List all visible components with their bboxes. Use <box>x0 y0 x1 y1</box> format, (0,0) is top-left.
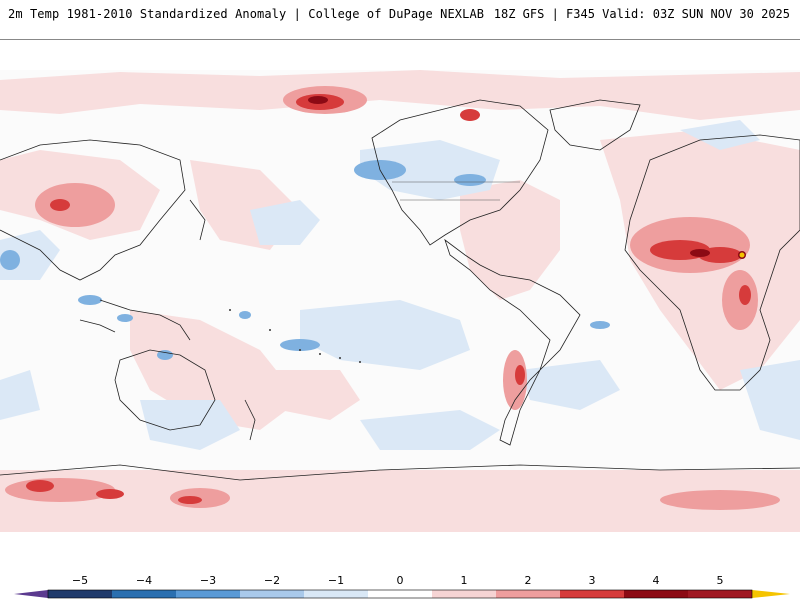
legend-tick-label: −4 <box>136 574 152 587</box>
legend-tick-label: −1 <box>328 574 344 587</box>
legend-tick-label: 2 <box>525 574 532 587</box>
legend-tick-labels: −5 −4 −3 −2 −1 0 1 2 3 4 5 <box>72 574 724 587</box>
legend-tick-label: −5 <box>72 574 88 587</box>
dark-red-spots <box>308 96 746 259</box>
legend-tick-label: −2 <box>264 574 280 587</box>
legend-colorbar <box>14 589 790 599</box>
legend-tick-label: −3 <box>200 574 216 587</box>
pale-red-areas <box>0 70 800 532</box>
valid-time: 18Z GFS | F345 Valid: 03Z SUN NOV 30 202… <box>493 7 790 21</box>
legend-tick-label: 4 <box>653 574 660 587</box>
color-legend: −5 −4 −3 −2 −1 0 1 2 3 4 5 <box>0 560 800 600</box>
anomaly-map <box>0 70 800 532</box>
pacific-islands <box>229 309 361 363</box>
legend-tick-label: 3 <box>589 574 596 587</box>
legend-tick-label: 5 <box>717 574 724 587</box>
legend-tick-label: 1 <box>461 574 468 587</box>
yellow-hotspot <box>739 252 745 258</box>
coastlines <box>0 99 800 481</box>
legend-tick-label: 0 <box>397 574 404 587</box>
map-title: 2m Temp 1981-2010 Standardized Anomaly |… <box>8 7 485 21</box>
header-bar: 2m Temp 1981-2010 Standardized Anomaly |… <box>0 0 800 40</box>
